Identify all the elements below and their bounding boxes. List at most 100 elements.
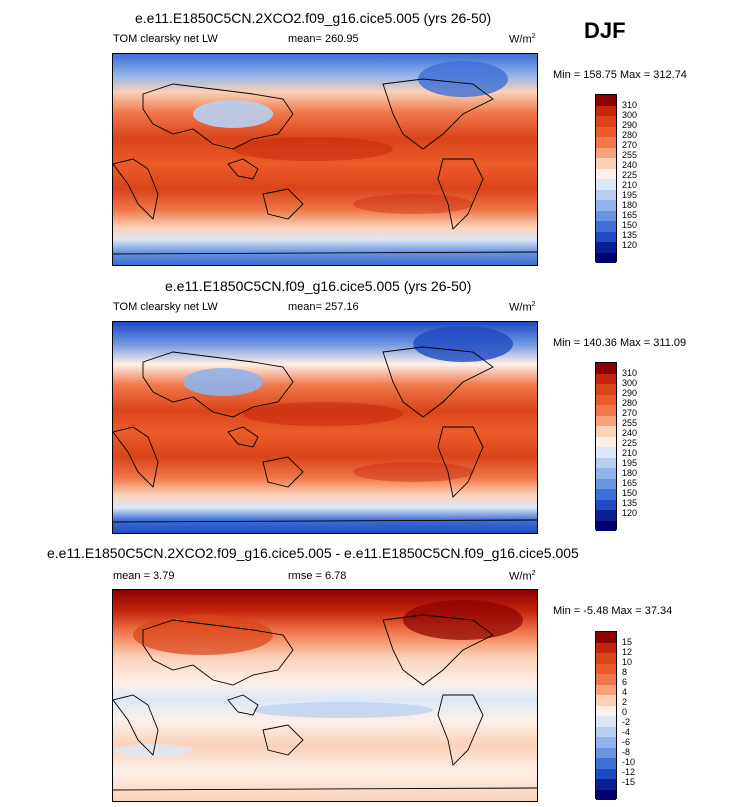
panel-2-left-label: TOM clearsky net LW [113,301,218,313]
panel-1-colorbar-swatch [596,95,616,106]
panel-3-colorbar-swatch [596,747,616,758]
panel-1-colorbar-swatch [596,189,616,200]
panel-2-colorbar-swatch [596,436,616,447]
panel-2-tick: 150 [622,488,638,498]
panel-1-colorbar-swatch [596,158,616,169]
panel-2-colorbar-swatch [596,426,616,437]
panel-2-colorbar [595,362,617,531]
panel-1-colorbar-swatch [596,221,616,232]
panel-1-colorbar-swatch [596,147,616,158]
panel-3-colorbar-swatch [596,726,616,737]
panel-1-colorbar-swatch [596,210,616,221]
panel-2-colorbar-swatch [596,373,616,384]
panel-3-colorbar-swatch [596,674,616,685]
panel-3-tick: 15 [622,637,633,647]
panel-2-units: W/m2 [509,301,536,314]
panel-2-tick: 255 [622,418,638,428]
panel-3-colorbar-swatch [596,653,616,664]
panel-2-tick: 135 [622,498,638,508]
panel-2-colorbar-swatch [596,457,616,468]
panel-2-colorbar-swatch [596,499,616,510]
panel-1-minmax: Min = 158.75 Max = 312.74 [553,69,687,81]
panel-3-colorbar-swatch [596,632,616,643]
panel-1-tick: 300 [622,110,638,120]
panel-3-colorbar-swatch [596,779,616,790]
panel-1-tick: 210 [622,180,638,190]
panel-3-colorbar [595,631,617,800]
panel-2-colorbar-swatch [596,447,616,458]
panel-2-colorbar-swatch [596,363,616,374]
panel-3-colorbar-swatch [596,758,616,769]
panel-2-tick: 240 [622,428,638,438]
panel-2-map [112,321,538,534]
panel-1-tick: 165 [622,210,638,220]
panel-2-colorbar-swatch [596,468,616,479]
panel-3-tick: -12 [622,767,636,777]
panel-3-colorbar-swatch [596,695,616,706]
panel-3-colorbar-swatch [596,716,616,727]
panel-1-tick: 290 [622,120,638,130]
panel-2-tick: 280 [622,398,638,408]
panel-1-title: e.e11.E1850C5CN.2XCO2.f09_g16.cice5.005 … [135,10,492,26]
panel-3-mean-label: mean = 3.79 [113,570,175,582]
panel-3-tick: 4 [622,687,628,697]
panel-3-title: e.e11.E1850C5CN.2XCO2.f09_g16.cice5.005 … [47,545,579,561]
panel-3-colorbar-swatch [596,705,616,716]
panel-2-tick: 310 [622,368,638,378]
panel-3-tick: -15 [622,777,636,787]
panel-3-tick: -6 [622,737,631,747]
panel-1-colorbar-swatch [596,105,616,116]
panel-1-tick: 135 [622,230,638,240]
panel-1-tick: 225 [622,170,638,180]
panel-2-tick: 120 [622,508,638,518]
panel-3-minmax: Min = -5.48 Max = 37.34 [553,605,673,617]
panel-2-colorbar-swatch [596,489,616,500]
panel-1-tick: 280 [622,130,638,140]
panel-3-tick: -10 [622,757,636,767]
panel-1-colorbar-swatch [596,126,616,137]
panel-2-tick: 165 [622,478,638,488]
panel-2-colorbar-swatch [596,415,616,426]
panel-3-tick: -8 [622,747,631,757]
panel-3-map-field [113,590,537,801]
panel-3-tick: 8 [622,667,628,677]
panel-2-mean-label: mean= 257.16 [288,301,359,313]
panel-1-tick: 120 [622,240,638,250]
panel-2-tick: 290 [622,388,638,398]
panel-3-tick: 2 [622,697,628,707]
panel-3-colorbar-swatch [596,768,616,779]
panel-2-tick: 300 [622,378,638,388]
panel-1-colorbar [595,94,617,263]
panel-2-tick: 210 [622,448,638,458]
panel-3-colorbar-labels: 15 12 10 8 6 4 2 0 -2 -4 -6 -8 -10 -12 -… [622,637,635,787]
panel-1-colorbar-swatch [596,200,616,211]
panel-1-colorbar-swatch [596,168,616,179]
panel-1-left-label: TOM clearsky net LW [113,33,218,45]
panel-2-tick: 180 [622,468,638,478]
panel-3-colorbar-swatch [596,684,616,695]
panel-2-map-field [113,322,537,533]
panel-1-tick: 310 [622,100,638,110]
panel-3-rmse-label: rmse = 6.78 [288,570,347,582]
panel-2-colorbar-swatch [596,478,616,489]
panel-1-mean-label: mean= 260.95 [288,33,359,45]
panel-3-tick: 6 [622,677,628,687]
panel-3-colorbar-swatch [596,737,616,748]
panel-3-tick: -2 [622,717,631,727]
panel-3-colorbar-swatch [596,789,616,800]
panel-1-tick: 180 [622,200,638,210]
panel-3-tick: 12 [622,647,633,657]
panel-1-tick: 270 [622,140,638,150]
panel-2-colorbar-swatch [596,510,616,521]
panel-3-map [112,589,538,802]
panel-2-colorbar-swatch [596,520,616,531]
panel-2-colorbar-labels: 310 300 290 280 270 255 240 225 210 195 … [622,368,637,518]
panel-1-colorbar-swatch [596,179,616,190]
panel-2-tick: 225 [622,438,638,448]
panel-1-units: W/m2 [509,33,536,46]
panel-1-tick: 240 [622,160,638,170]
panel-3-colorbar-swatch [596,663,616,674]
panel-3-tick: 10 [622,657,633,667]
panel-3-colorbar-swatch [596,642,616,653]
panel-2-tick: 195 [622,458,638,468]
